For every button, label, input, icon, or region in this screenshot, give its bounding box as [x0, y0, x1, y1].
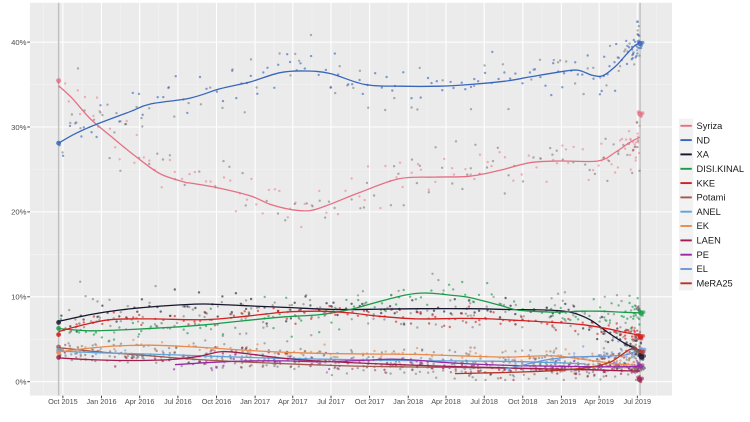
svg-text:Potami: Potami: [697, 193, 726, 203]
svg-text:10%: 10%: [11, 293, 27, 302]
svg-text:Oct 2016: Oct 2016: [202, 397, 232, 406]
svg-text:40%: 40%: [11, 38, 27, 47]
svg-text:Apr 2019: Apr 2019: [584, 397, 614, 406]
svg-text:Jan 2018: Jan 2018: [393, 397, 423, 406]
svg-text:LAEN: LAEN: [697, 236, 721, 246]
svg-text:Oct 2015: Oct 2015: [48, 397, 78, 406]
svg-text:20%: 20%: [11, 208, 27, 217]
svg-text:Apr 2016: Apr 2016: [125, 397, 155, 406]
svg-text:Jan 2019: Jan 2019: [546, 397, 576, 406]
svg-text:Oct 2017: Oct 2017: [355, 397, 385, 406]
svg-text:Jul 2019: Jul 2019: [624, 397, 652, 406]
svg-text:DISI.KINAL: DISI.KINAL: [697, 164, 745, 174]
svg-text:Syriza: Syriza: [697, 121, 724, 131]
svg-text:30%: 30%: [11, 123, 27, 132]
svg-text:Apr 2017: Apr 2017: [278, 397, 308, 406]
svg-text:Jan 2016: Jan 2016: [86, 397, 116, 406]
svg-text:Oct 2018: Oct 2018: [508, 397, 538, 406]
svg-text:KKE: KKE: [697, 178, 716, 188]
svg-text:Jul 2017: Jul 2017: [317, 397, 345, 406]
svg-text:PE: PE: [697, 250, 709, 260]
svg-text:ANEL: ANEL: [697, 207, 721, 217]
svg-text:Jan 2017: Jan 2017: [240, 397, 270, 406]
svg-text:Jul 2016: Jul 2016: [164, 397, 192, 406]
svg-text:EK: EK: [697, 221, 710, 231]
svg-text:XA: XA: [697, 150, 710, 160]
svg-text:0%: 0%: [15, 378, 26, 387]
svg-text:ND: ND: [697, 135, 711, 145]
svg-text:EL: EL: [697, 264, 708, 274]
svg-text:MeRA25: MeRA25: [697, 279, 733, 289]
svg-text:Jul 2018: Jul 2018: [470, 397, 498, 406]
svg-text:Apr 2018: Apr 2018: [431, 397, 461, 406]
